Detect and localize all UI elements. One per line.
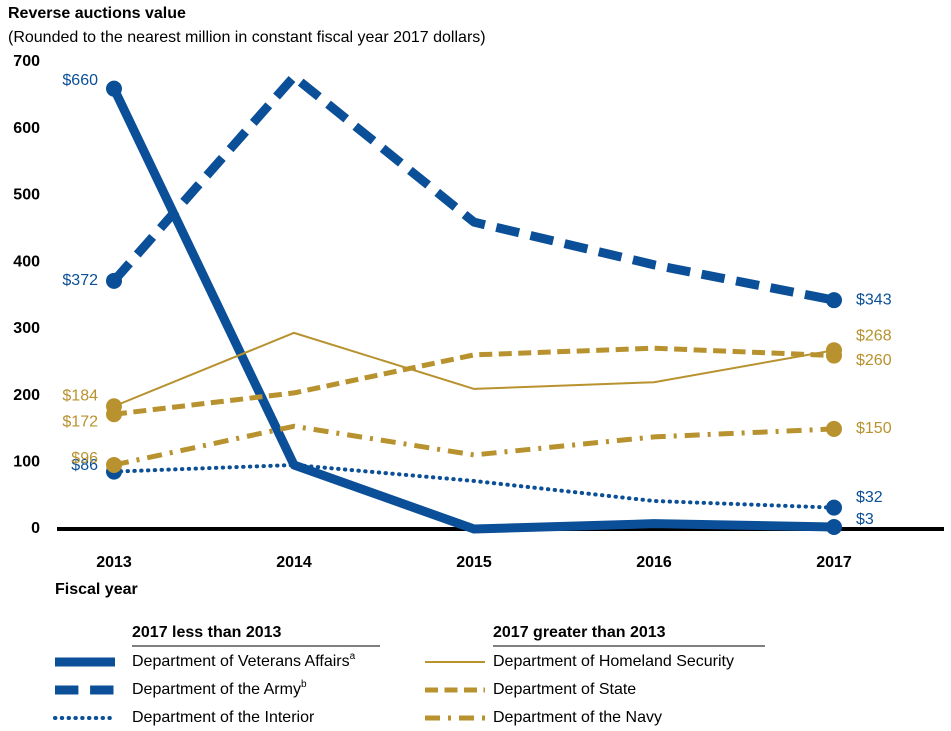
series-marker	[106, 406, 122, 423]
series-line	[113, 345, 835, 417]
data-label: $268	[856, 327, 892, 344]
series-marker	[106, 80, 122, 97]
legend-label: Department of the Interior	[132, 709, 315, 726]
y-tick-label: 0	[31, 520, 40, 537]
legend-label: Department of the Navy	[493, 709, 662, 726]
data-label: $32	[856, 489, 883, 506]
data-label: $96	[71, 450, 98, 467]
legend-name: Department of the Interior	[132, 709, 315, 726]
series-marker	[106, 272, 122, 289]
data-label: $343	[856, 291, 892, 308]
legend-label: Department of State	[493, 681, 636, 698]
legend-label: Department of the Armyb	[132, 679, 307, 699]
series-marker	[826, 499, 842, 516]
legend-note: b	[301, 679, 307, 690]
x-tick-label: 2015	[456, 554, 492, 571]
data-label: $260	[856, 352, 892, 369]
legend-name: Department of Veterans Affairs	[132, 653, 350, 670]
series-line	[112, 462, 836, 510]
y-tick-label: 700	[13, 53, 40, 70]
y-tick-label: 100	[13, 454, 40, 471]
legend-note: a	[350, 651, 356, 662]
series-marker	[106, 456, 122, 473]
legend-group-title: 2017 less than 2013	[132, 624, 282, 641]
legend-group-title: 2017 greater than 2013	[493, 624, 666, 641]
series-marker	[826, 347, 842, 364]
y-tick-label: 600	[13, 120, 40, 137]
legend-name: Department of the Army	[132, 681, 301, 698]
series-line	[113, 331, 835, 408]
series-line	[109, 86, 835, 534]
data-label: $3	[856, 511, 874, 528]
chart-title: Reverse auctions value	[8, 5, 186, 22]
x-axis-label: Fiscal year	[55, 581, 138, 598]
data-label: $150	[856, 420, 892, 437]
data-label: $86	[71, 457, 98, 474]
series-marker	[826, 518, 842, 535]
legend-name: Department of State	[493, 681, 636, 698]
series-marker	[826, 420, 842, 437]
legend-label: Department of Veterans Affairsa	[132, 651, 356, 671]
legend-name: Department of the Navy	[493, 709, 662, 726]
series-line	[110, 72, 835, 305]
data-label: $372	[62, 272, 98, 289]
data-label: $184	[62, 387, 98, 404]
x-tick-label: 2017	[816, 554, 852, 571]
series-line	[113, 423, 835, 468]
x-tick-label: 2016	[636, 554, 672, 571]
y-tick-label: 400	[13, 253, 40, 270]
series-marker	[826, 292, 842, 309]
legend-label: Department of Homeland Security	[493, 653, 734, 670]
y-tick-label: 500	[13, 187, 40, 204]
data-label: $660	[62, 72, 98, 89]
x-tick-label: 2013	[96, 554, 132, 571]
y-tick-label: 200	[13, 387, 40, 404]
legend-name: Department of Homeland Security	[493, 653, 734, 670]
chart-subtitle: (Rounded to the nearest million in const…	[8, 29, 486, 46]
y-tick-label: 300	[13, 320, 40, 337]
data-label: $172	[62, 413, 98, 430]
x-tick-label: 2014	[276, 554, 312, 571]
